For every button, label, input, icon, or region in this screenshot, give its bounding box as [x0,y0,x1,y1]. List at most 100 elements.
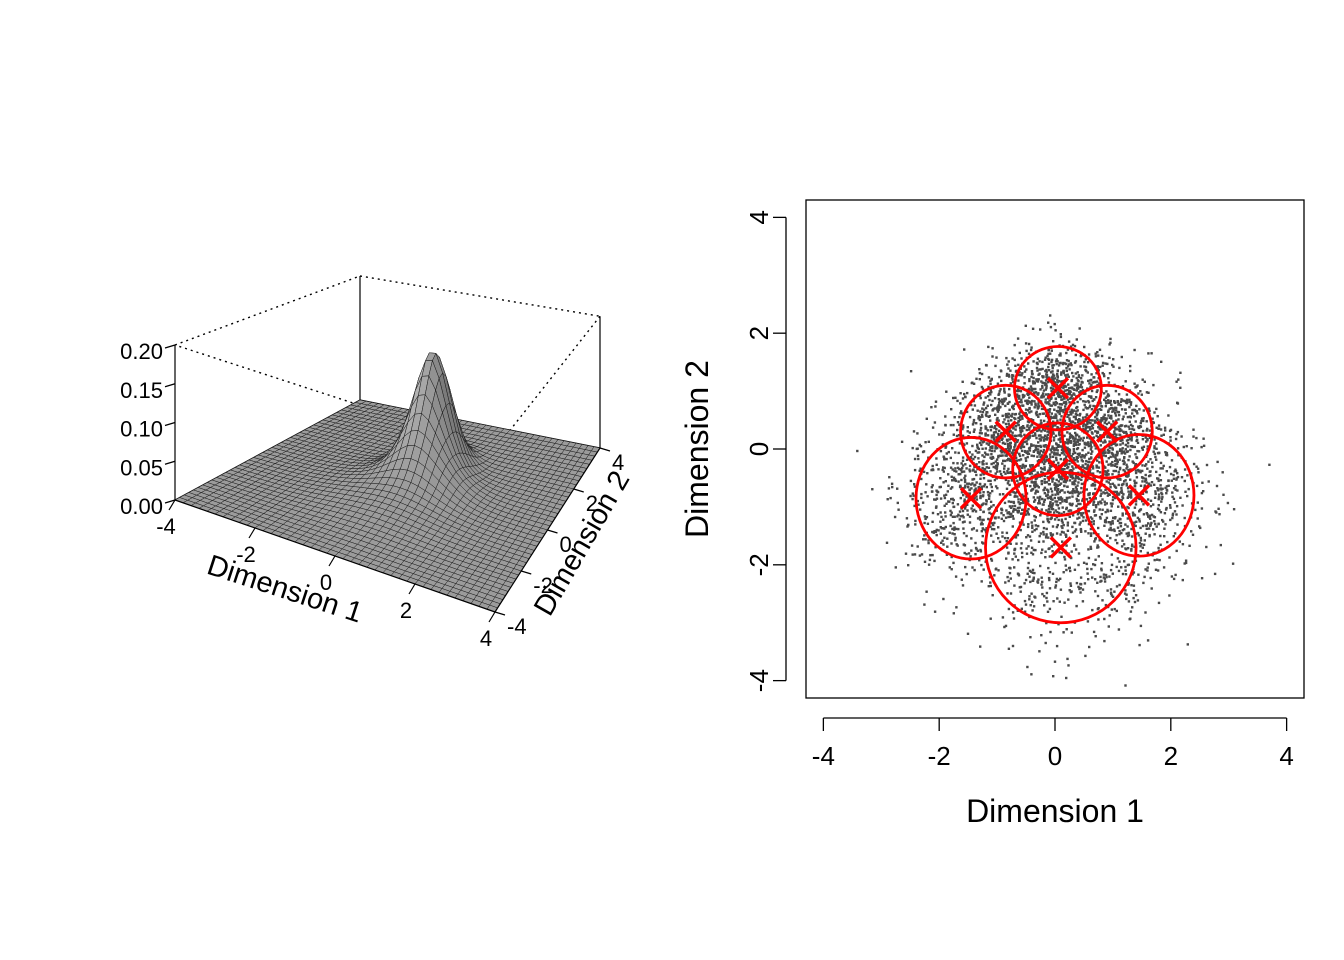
data-point [1200,577,1204,580]
data-point [1145,491,1148,494]
data-point [1047,348,1050,352]
data-point [1102,573,1106,576]
data-point [1044,398,1047,401]
data-point [1141,438,1145,441]
data-point [1055,525,1059,529]
data-point [1129,369,1132,373]
data-point [944,525,947,529]
data-point [1037,540,1041,543]
data-point [1032,444,1035,447]
data-point [1135,520,1138,523]
data-point [1154,455,1157,459]
data-point [949,524,952,528]
data-point [1081,600,1085,603]
data-point [1082,408,1085,412]
data-point [1172,477,1176,480]
data-point [956,544,959,547]
data-point [914,519,917,523]
data-point [1159,511,1163,514]
data-point [1084,400,1087,403]
data-point [1058,361,1061,365]
data-point [956,428,959,432]
data-point [979,477,982,480]
data-point [1104,473,1107,476]
z-tick-label: 0.05 [120,455,163,480]
data-point [1159,479,1163,482]
data-point [1076,452,1080,456]
data-point [1024,603,1028,606]
data-point [1078,442,1081,446]
data-point [989,429,993,432]
data-point [956,503,960,506]
data-point [1024,578,1028,582]
data-point [1159,484,1162,487]
data-point [1044,556,1047,559]
data-point [1163,535,1166,538]
data-point [943,536,946,539]
data-point [1005,509,1008,512]
data-point [944,480,947,483]
data-point [871,488,874,491]
data-point [1034,516,1037,519]
data-point [1041,467,1044,471]
data-point [1008,393,1011,397]
data-point [1081,374,1084,377]
data-point [968,521,972,524]
data-point [960,478,963,482]
data-point [1023,582,1026,585]
data-point [1140,419,1143,423]
data-point [1045,386,1048,390]
data-point [974,470,977,473]
data-point [942,470,945,473]
data-point [1069,410,1072,414]
data-point [1110,451,1113,455]
data-point [1008,571,1012,575]
data-point [1059,418,1062,421]
data-point [1059,489,1063,492]
data-point [938,433,941,436]
data-point [1042,533,1045,536]
data-point [1200,445,1203,449]
data-point [1072,447,1075,451]
data-point [981,410,985,414]
data-point [1063,601,1066,604]
data-point [1187,487,1190,491]
data-point [1042,375,1045,378]
data-point [1107,421,1111,424]
data-point [1053,408,1056,411]
data-point [1046,489,1050,492]
data-point [1006,537,1010,540]
data-point [1013,343,1016,347]
data-point [1007,511,1011,514]
data-point [1134,410,1138,413]
data-point [939,449,943,453]
data-point [1078,327,1081,330]
data-point [1045,527,1048,531]
data-point [995,458,999,461]
data-point [1060,615,1063,618]
data-point [1120,452,1123,455]
data-point [1012,617,1016,620]
data-point [1042,526,1046,530]
data-point [944,511,947,514]
data-point [1011,644,1015,648]
data-point [1090,457,1093,460]
data-point [1093,563,1097,567]
data-point [1026,665,1029,669]
data-point [1202,444,1206,447]
data-point [985,500,988,503]
data-point [979,410,982,413]
data-point [1047,362,1051,365]
data-point [962,426,965,429]
data-point [1065,369,1068,373]
data-point [1161,496,1164,499]
data-point [940,541,943,544]
data-point [1036,581,1040,584]
data-point [1115,465,1119,469]
data-point [1066,521,1070,524]
data-point [1008,400,1011,404]
data-point [979,422,983,426]
data-point [1084,462,1087,466]
data-point [923,534,926,537]
data-point [1128,455,1131,458]
